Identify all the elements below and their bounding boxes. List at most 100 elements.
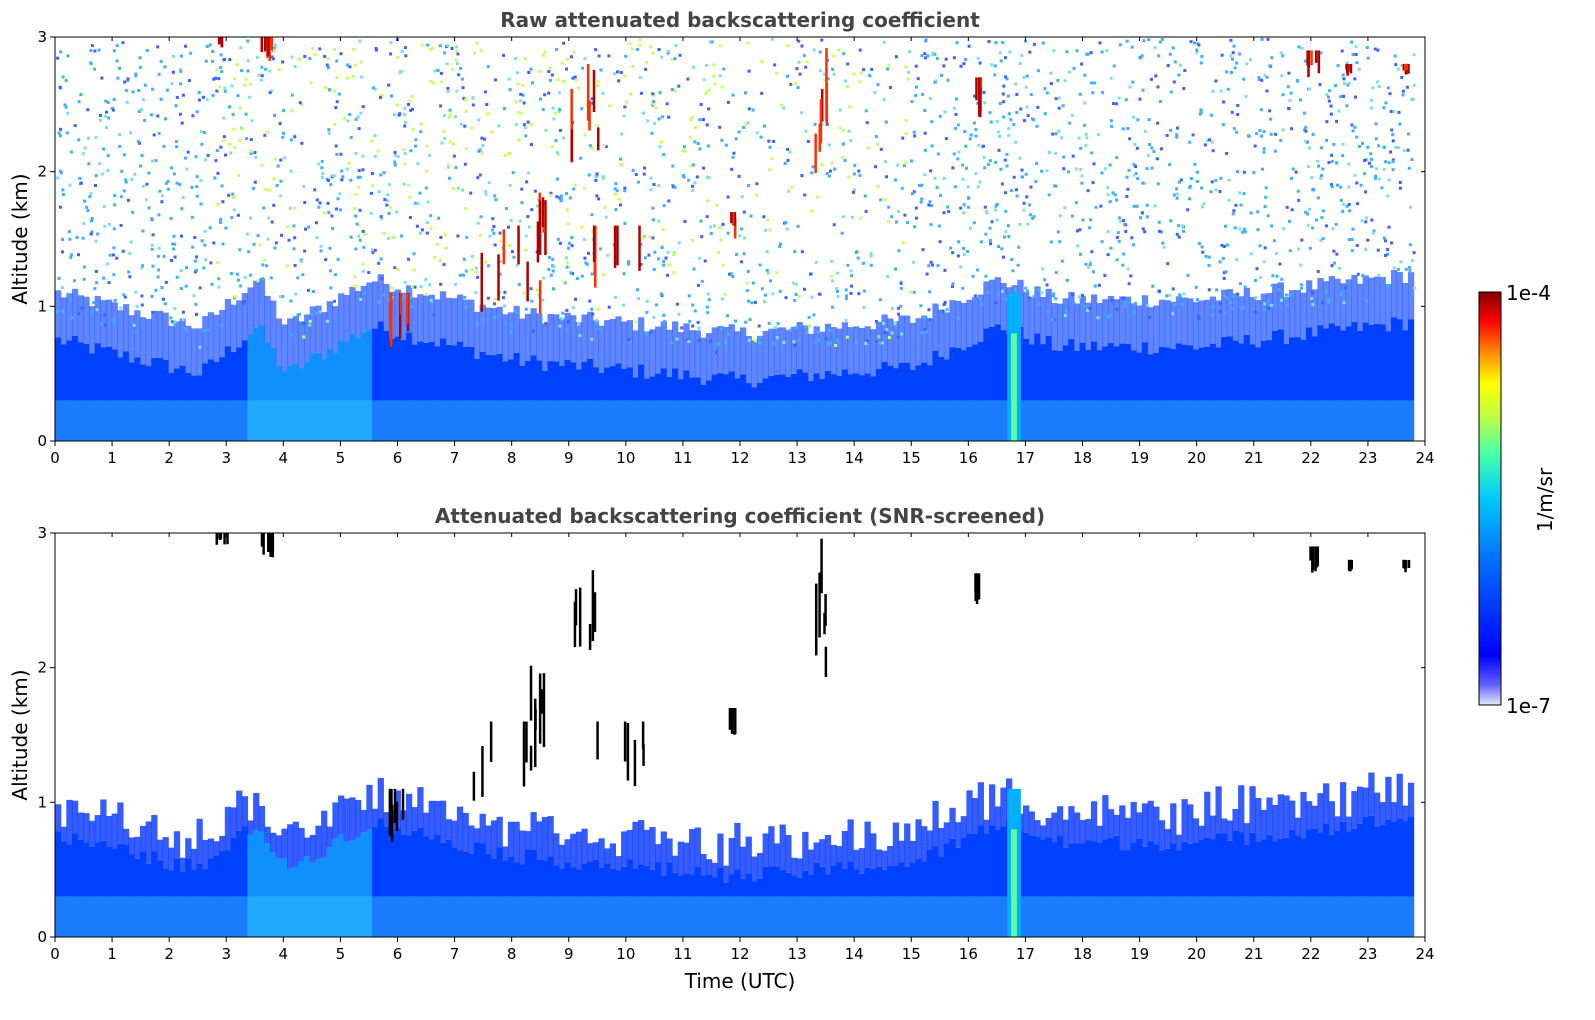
noise-speck <box>966 185 970 189</box>
noise-speck <box>1225 243 1229 247</box>
noise-speck <box>792 281 796 285</box>
noise-speck <box>548 78 552 82</box>
bl-cell-low <box>315 896 322 937</box>
noise-speck <box>455 62 459 66</box>
heatmap-layer <box>55 37 1416 441</box>
noise-speck <box>1037 302 1041 306</box>
noise-speck <box>583 237 587 241</box>
noise-speck <box>414 144 418 148</box>
bl-cell <box>366 829 373 897</box>
noise-speck <box>449 112 453 116</box>
noise-speck <box>1145 203 1149 207</box>
noise-speck <box>1369 98 1373 102</box>
edge-cell <box>938 827 945 857</box>
bl-cell-low <box>207 896 215 937</box>
bl-cell <box>1260 340 1268 401</box>
noise-speck <box>1079 252 1083 256</box>
edge-cell <box>705 859 713 875</box>
noise-speck <box>778 244 782 248</box>
noise-speck <box>89 62 93 66</box>
noise-speck <box>650 131 654 135</box>
bl-cell-low <box>55 896 62 937</box>
edge-cell <box>1362 787 1369 817</box>
bl-cell <box>1175 343 1183 401</box>
noise-speck <box>126 198 130 202</box>
noise-cell <box>298 321 305 369</box>
noise-speck <box>984 209 988 213</box>
edge-cell <box>575 831 583 870</box>
edge-cell <box>456 806 464 851</box>
noise-speck <box>623 105 627 109</box>
y-tick-label: 3 <box>37 28 47 46</box>
noise-speck <box>315 236 319 240</box>
noise-speck <box>1262 307 1266 311</box>
noise-speck <box>938 240 942 244</box>
noise-speck <box>377 190 381 194</box>
noise-speck <box>124 88 128 92</box>
noise-speck <box>490 130 494 134</box>
noise-cell <box>1062 298 1069 346</box>
noise-cell <box>683 323 690 371</box>
x-tick-label: 21 <box>1244 945 1263 963</box>
bl-cell-low <box>507 896 515 937</box>
bl-cell <box>275 365 283 401</box>
noise-speck <box>828 169 832 173</box>
edge-cell <box>892 822 900 866</box>
noise-speck <box>672 252 676 256</box>
noise-speck <box>662 204 666 208</box>
noise-speck <box>373 154 377 158</box>
edge-cell <box>779 824 786 871</box>
noise-speck <box>661 228 665 232</box>
bl-cell <box>734 378 741 401</box>
bl-cell-low <box>887 896 894 937</box>
noise-speck <box>443 51 447 55</box>
bl-cell <box>1266 835 1273 897</box>
noise-speck <box>1054 132 1058 136</box>
noise-speck <box>789 328 793 332</box>
noise-speck <box>549 273 553 277</box>
edge-cell <box>1402 805 1409 822</box>
noise-speck <box>393 163 397 167</box>
edge-cell <box>762 833 769 867</box>
noise-speck <box>1056 230 1060 234</box>
noise-speck <box>1398 122 1402 126</box>
noise-speck <box>1214 79 1218 83</box>
bl-cell <box>1289 829 1296 897</box>
noise-speck <box>869 254 873 258</box>
edge-cell <box>122 828 130 845</box>
noise-speck <box>165 88 169 92</box>
bl-cell <box>841 369 849 401</box>
noise-speck <box>425 144 429 148</box>
noise-cell <box>841 322 849 370</box>
cloud-streak <box>393 788 397 824</box>
bl-cell-low <box>638 400 645 441</box>
bl-cell-low <box>60 896 67 937</box>
noise-speck <box>943 268 947 272</box>
bl-cell <box>162 868 169 897</box>
noise-speck <box>1175 135 1179 139</box>
bl-cell-low <box>1119 896 1126 937</box>
noise-speck <box>705 123 709 127</box>
noise-speck <box>718 74 722 78</box>
bl-cell-low <box>202 400 209 441</box>
noise-speck <box>1024 39 1028 43</box>
noise-speck <box>131 90 135 94</box>
noise-speck <box>446 90 450 94</box>
bl-cell-low <box>689 400 696 441</box>
bl-cell <box>422 342 430 401</box>
noise-speck <box>147 206 151 210</box>
edge-cell <box>768 826 775 867</box>
noise-speck <box>1263 246 1267 250</box>
noise-speck <box>232 127 236 131</box>
noise-speck <box>499 290 503 294</box>
noise-speck <box>914 93 918 97</box>
bl-cell-low <box>490 896 498 937</box>
bl-cell-low <box>989 400 996 441</box>
noise-speck <box>643 256 647 260</box>
noise-speck <box>1332 142 1336 146</box>
bl-cell <box>1373 826 1381 897</box>
bl-cell <box>689 874 696 897</box>
noise-speck <box>256 279 260 283</box>
noise-speck <box>1231 51 1235 55</box>
noise-speck <box>1087 265 1091 269</box>
